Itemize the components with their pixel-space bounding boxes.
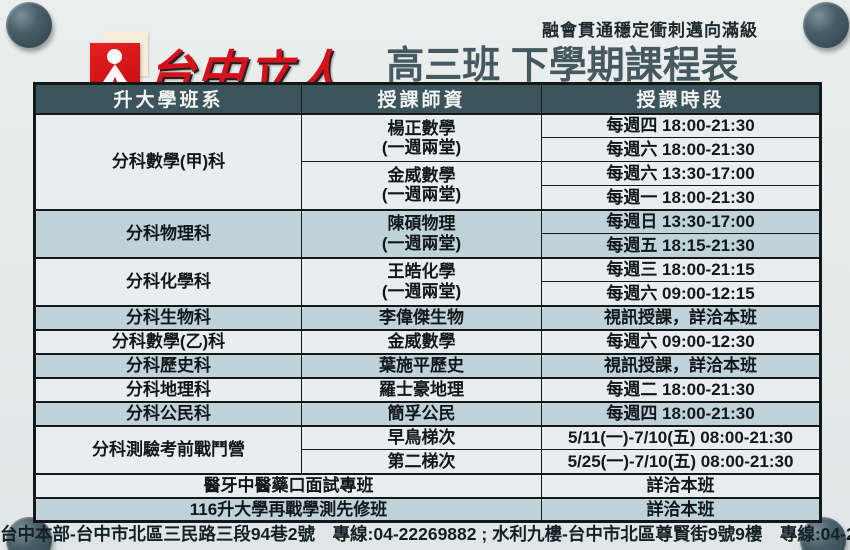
schedule-row: 金威數學 (一週兩堂) 每週六 13:30-17:00: [35, 161, 821, 210]
schedule-cell: 視訊授課，詳洽本班: [541, 352, 821, 378]
schedule-cell: 5/25(一)-7/10(五) 08:00-21:30: [541, 449, 821, 474]
contact-footer: 台中本部-台中市北區三民路三段94巷2號 專線:04-22269882 ; 水利…: [0, 524, 850, 544]
schedule-cell: 簡孚公民: [301, 400, 542, 426]
schedule-cell: 王皓化學 (一週兩堂): [301, 256, 542, 306]
schedule-row: 每週一 18:00-21:30: [35, 185, 821, 210]
schedule-cell: 每週六 09:00-12:30: [541, 328, 821, 354]
schedule-cell: 分科測驗考前戰鬥營: [34, 424, 302, 474]
schedule-cell: 羅士豪地理: [301, 376, 542, 402]
schedule-row: 分科公民科 簡孚公民 每週四 18:00-21:30: [34, 400, 821, 426]
schedule-cell: 5/11(一)-7/10(五) 08:00-21:30: [541, 424, 821, 450]
schedule-row: 分科生物科 李偉傑生物 視訊授課，詳洽本班: [34, 304, 821, 330]
schedule-cell: 分科化學科: [34, 256, 302, 306]
schedule-cell: 詳洽本班: [541, 496, 821, 522]
schedule-cell: 楊正數學 (一週兩堂): [301, 112, 542, 162]
table-header: 升大學班系 授課師資 授課時段: [34, 83, 821, 115]
pushpin-icon: [6, 2, 52, 48]
schedule-cell: 每週六 18:00-21:30: [541, 137, 821, 162]
schedule-cell: 分科生物科: [34, 304, 302, 330]
schedule-cell: 葉施平歷史: [301, 352, 542, 378]
schedule-cell: 早鳥梯次: [301, 424, 542, 450]
schedule-cell: 每週三 18:00-21:15: [541, 256, 821, 282]
schedule-cell: 每週二 18:00-21:30: [541, 376, 821, 402]
schedule-cell: 每週六 09:00-12:15: [541, 281, 821, 306]
table-body: 分科數學(甲)科 楊正數學 (一週兩堂) 每週四 18:00-21:30 每週六 18…: [34, 112, 821, 522]
schedule-row: 分科地理科 羅士豪地理 每週二 18:00-21:30: [34, 376, 821, 402]
schedule-cell: 每週日 13:30-17:00: [541, 208, 821, 234]
page-title: 高三班 下學期課程表: [386, 45, 739, 87]
course-schedule-table: 升大學班系 授課師資 授課時段 分科數學(甲)科 楊正數學 (一週兩堂) 每週四 1…: [33, 82, 822, 523]
column-header-program: 升大學班系: [34, 83, 302, 115]
schedule-row: 每週六 09:00-12:15: [35, 281, 821, 306]
column-header-teacher: 授課師資: [301, 83, 542, 115]
schedule-cell: 分科公民科: [34, 400, 302, 426]
schedule-cell: 每週一 18:00-21:30: [541, 185, 821, 210]
schedule-cell: 分科地理科: [34, 376, 302, 402]
schedule-cell: 每週四 18:00-21:30: [541, 112, 821, 138]
schedule-cell: 視訊授課，詳洽本班: [541, 304, 821, 330]
schedule-cell: 李偉傑生物: [301, 304, 542, 330]
schedule-cell: 分科歷史科: [34, 352, 302, 378]
schedule-cell: 陳碩物理 (一週兩堂): [301, 208, 542, 258]
schedule-row: 每週六 18:00-21:30: [35, 137, 821, 162]
schedule-cell: 分科數學(乙)科: [34, 328, 302, 354]
schedule-cell: 每週四 18:00-21:30: [541, 400, 821, 426]
slogan-text: 融會貫通穩定衝刺邁向滿級: [542, 21, 758, 40]
schedule-cell: 醫牙中醫藥口面試專班: [34, 472, 542, 498]
schedule-cell: 116升大學再戰學測先修班: [34, 496, 542, 522]
schedule-row: 分科物理科 陳碩物理 (一週兩堂) 每週日 13:30-17:00: [34, 208, 821, 258]
schedule-cell: 金威數學: [301, 328, 542, 354]
schedule-row: 分科測驗考前戰鬥營 早鳥梯次 5/11(一)-7/10(五) 08:00-21:30: [34, 424, 821, 474]
schedule-cell: 分科物理科: [34, 208, 302, 258]
schedule-row: 分科化學科 王皓化學 (一週兩堂) 每週三 18:00-21:15: [34, 256, 821, 306]
column-header-time: 授課時段: [541, 83, 821, 115]
schedule-cell: 每週五 18:15-21:30: [541, 233, 821, 258]
schedule-cell: 第二梯次: [301, 449, 542, 474]
schedule-cell: 分科數學(甲)科: [34, 112, 302, 210]
schedule-row: 第二梯次 5/25(一)-7/10(五) 08:00-21:30: [35, 449, 821, 474]
schedule-row: 分科數學(甲)科 楊正數學 (一週兩堂) 每週四 18:00-21:30: [34, 112, 821, 210]
schedule-row: 醫牙中醫藥口面試專班 詳洽本班: [34, 472, 821, 498]
pushpin-icon: [803, 2, 849, 48]
schedule-row: 分科數學(乙)科 金威數學 每週六 09:00-12:30: [34, 328, 821, 354]
schedule-cell: 詳洽本班: [541, 472, 821, 498]
schedule-row: 116升大學再戰學測先修班 詳洽本班: [34, 496, 821, 522]
schedule-row: 分科歷史科 葉施平歷史 視訊授課，詳洽本班: [34, 352, 821, 378]
schedule-cell: 每週六 13:30-17:00: [541, 161, 821, 186]
schedule-cell: 金威數學 (一週兩堂): [301, 161, 542, 210]
